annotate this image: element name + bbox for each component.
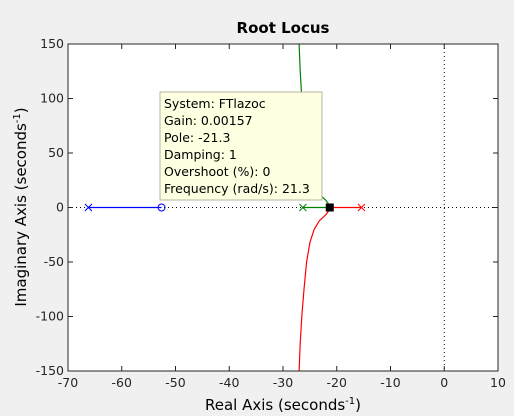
y-tick-label: 100 bbox=[40, 91, 64, 106]
zero-marker bbox=[157, 203, 166, 212]
pole-stroke bbox=[299, 203, 307, 212]
x-tick-label: -60 bbox=[112, 375, 132, 390]
y-tick-label: -100 bbox=[36, 309, 64, 324]
tick-labels: -70 -60 -50 -40 -30 -20 -10 0 10-150-100-5005010… bbox=[36, 36, 506, 390]
x-tick-label: -20 bbox=[327, 375, 347, 390]
y-tick-label: 50 bbox=[48, 145, 64, 160]
y-tick-label: -50 bbox=[44, 254, 64, 269]
y-axis-label: Imaginary Axis (seconds-1) bbox=[12, 107, 30, 306]
pole-marker bbox=[357, 203, 366, 212]
x-axis-label: Real Axis (seconds-1) bbox=[205, 396, 361, 414]
x-tick-label: 10 bbox=[490, 375, 506, 390]
y-tick-label: 150 bbox=[40, 36, 64, 51]
pole-stroke bbox=[357, 203, 366, 212]
x-tick-label: -30 bbox=[273, 375, 293, 390]
selected-point-marker bbox=[325, 203, 334, 212]
datatip-line: System: FTlazoc bbox=[164, 96, 266, 111]
pole-stroke bbox=[84, 203, 93, 212]
y-tick-label: -150 bbox=[36, 363, 64, 378]
x-tick-label: -70 bbox=[58, 375, 78, 390]
datatip-line: Gain: 0.00157 bbox=[164, 113, 253, 128]
datatip-line: Frequency (rad/s): 21.3 bbox=[164, 181, 310, 196]
datatip-line: Damping: 1 bbox=[164, 147, 237, 162]
datatip-line: Overshoot (%): 0 bbox=[164, 164, 270, 179]
x-tick-label: -50 bbox=[165, 375, 185, 390]
datatip-line: Pole: -21.3 bbox=[164, 130, 230, 145]
pole-zero-markers bbox=[84, 203, 366, 212]
x-tick-label: -40 bbox=[219, 375, 239, 390]
x-tick-label: 0 bbox=[440, 375, 448, 390]
pole-marker bbox=[299, 203, 307, 212]
chart-title: Root Locus bbox=[237, 19, 330, 37]
zero-reference-lines bbox=[68, 44, 498, 371]
datatip[interactable]: System: FTlazoc Gain: 0.00157 Pole: -21.3 D… bbox=[159, 91, 323, 201]
x-tick-label: -10 bbox=[380, 375, 400, 390]
datatip-box bbox=[159, 91, 323, 201]
axes-frame bbox=[67, 43, 499, 372]
pole-marker bbox=[84, 203, 93, 212]
y-tick-label: 0 bbox=[56, 200, 64, 215]
